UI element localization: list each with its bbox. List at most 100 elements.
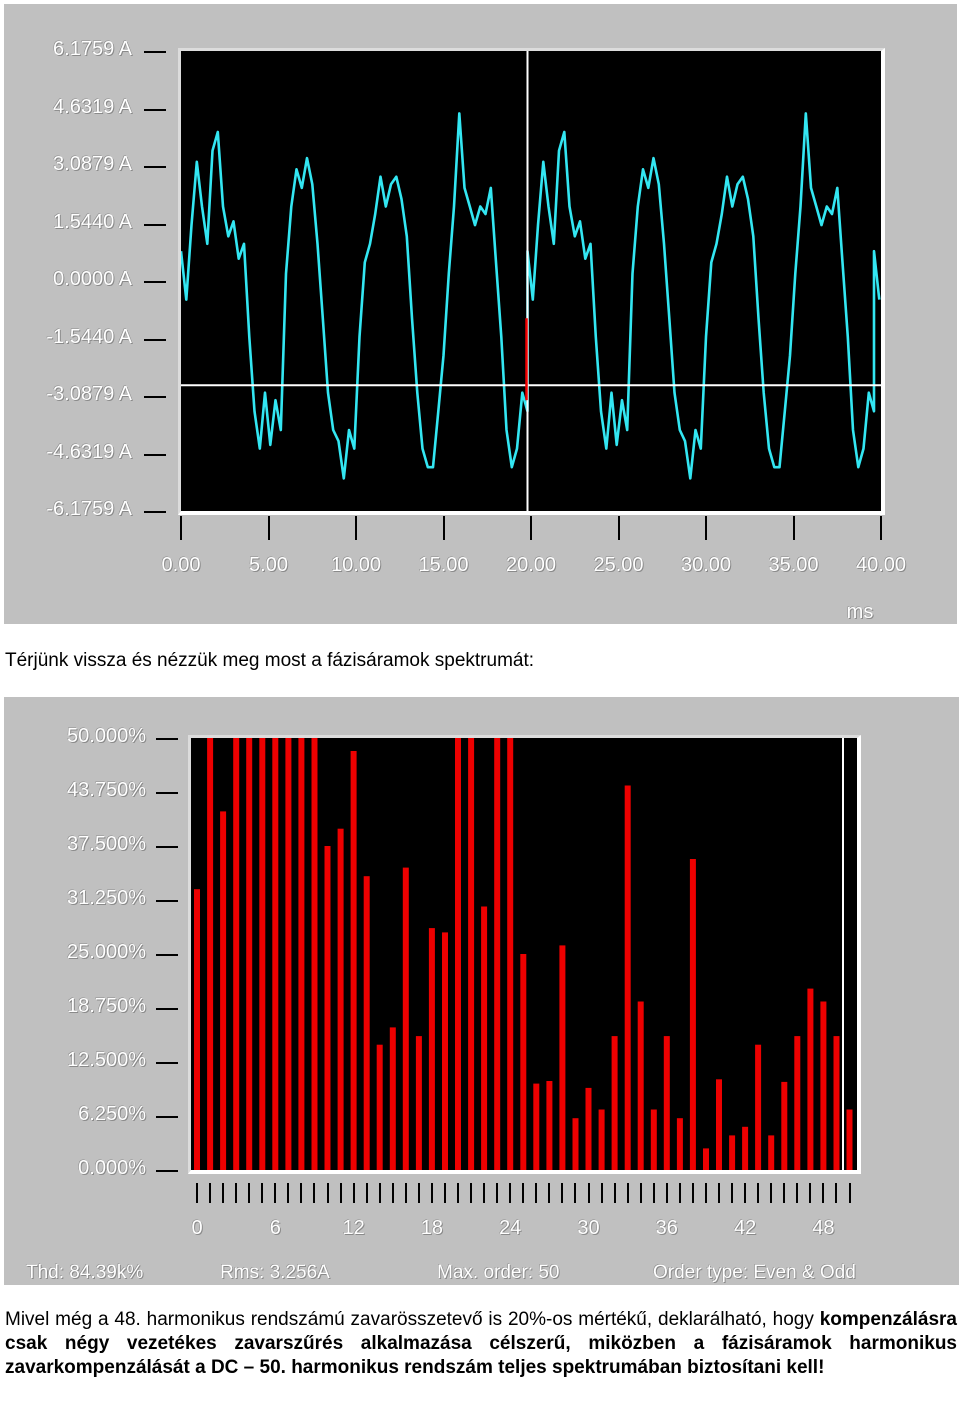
- spectrum-x-tick: [652, 1183, 655, 1203]
- spectrum-x-tick: [222, 1183, 225, 1203]
- spectrum-bar-26: [533, 1083, 540, 1170]
- spectrum-bar-14: [376, 1044, 383, 1170]
- spectrum-y-tick-label: 6.250%: [78, 1103, 146, 1125]
- spectrum-x-tick: [326, 1183, 329, 1203]
- spectrum-y-tick: [156, 846, 178, 848]
- spectrum-bar-48: [820, 1001, 827, 1170]
- spectrum-bar-18: [428, 928, 435, 1170]
- waveform-trace: [181, 112, 881, 480]
- spectrum-x-tick: [574, 1183, 577, 1203]
- spectrum-bar-27: [546, 1081, 553, 1170]
- spectrum-x-tick: [261, 1183, 264, 1203]
- spectrum-bar-39: [703, 1148, 709, 1170]
- spectrum-bar-0: [194, 889, 200, 1170]
- spectrum-bar-16: [402, 867, 409, 1170]
- spectrum-bar-1: [207, 738, 214, 1170]
- spectrum-bar-36: [663, 1036, 670, 1170]
- spectrum-bar-42: [742, 1126, 749, 1170]
- waveform-y-tick: [144, 166, 166, 168]
- spectrum-x-tick: [796, 1183, 799, 1203]
- spectrum-x-tick: [757, 1183, 760, 1203]
- paragraph-normal-text: Mivel még a 48. harmonikus rendszámú zav…: [5, 1309, 820, 1330]
- spectrum-bar-20: [455, 738, 461, 1170]
- waveform-y-tick: [144, 223, 166, 226]
- spectrum-x-tick: [404, 1183, 407, 1203]
- spectrum-y-tick-label: 50.000%: [67, 725, 146, 747]
- spectrum-bar-34: [637, 1001, 644, 1170]
- waveform-x-tick: [792, 516, 795, 540]
- spectrum-x-tick: [665, 1183, 668, 1203]
- spectrum-x-tick: [561, 1183, 564, 1203]
- spectrum-x-tick: [704, 1183, 707, 1203]
- spectrum-x-tick: [744, 1183, 747, 1203]
- spectrum-x-tick: [731, 1183, 734, 1203]
- spectrum-x-tick: [783, 1183, 786, 1203]
- spectrum-x-tick: [835, 1183, 838, 1203]
- spectrum-bar-24: [507, 738, 514, 1170]
- spectrum-bar-44: [768, 1135, 775, 1170]
- spectrum-bar-38: [689, 859, 696, 1170]
- spectrum-x-tick: [548, 1183, 551, 1203]
- waveform-x-tick-label: 35.00: [768, 554, 819, 576]
- spectrum-plot-area: [188, 735, 861, 1174]
- spectrum-x-tick: [718, 1183, 720, 1203]
- spectrum-bar-15: [389, 1027, 396, 1170]
- spectrum-bar-40: [716, 1079, 722, 1170]
- waveform-y-tick-label: -1.5440 A: [46, 325, 132, 348]
- waveform-y-tick: [144, 511, 166, 513]
- rms-readout: Rms: 3.256A: [220, 1262, 330, 1283]
- spectrum-chart-panel: 50.000% 43.750% 37.500% 31.250% 25.000% 18.75…: [4, 697, 959, 1285]
- spectrum-x-tick: [639, 1183, 642, 1203]
- spectrum-x-tick-label: 36: [655, 1217, 678, 1239]
- spectrum-x-tick: [300, 1183, 303, 1203]
- spectrum-y-tick-label: 0.000%: [78, 1157, 146, 1179]
- spectrum-y-tick: [156, 1008, 178, 1010]
- spectrum-bar-47: [807, 988, 814, 1170]
- spectrum-bar-32: [611, 1036, 618, 1170]
- spectrum-bar-21: [468, 738, 475, 1170]
- spectrum-bar-8: [298, 738, 305, 1170]
- spectrum-y-tick: [156, 1170, 178, 1172]
- waveform-y-tick-label: 4.6319 A: [53, 95, 132, 118]
- waveform-x-tick: [442, 516, 445, 540]
- spectrum-x-tick-label: 42: [733, 1217, 757, 1239]
- spectrum-x-tick: [483, 1183, 486, 1203]
- spectrum-bar-23: [494, 738, 501, 1170]
- spectrum-bar-5: [259, 738, 266, 1170]
- waveform-chart-panel: 6.1759 A 4.6319 A 3.0879 A 1.5440 A 0.0000 A…: [4, 4, 957, 624]
- spectrum-x-tick: [365, 1183, 368, 1203]
- spectrum-bar-33: [624, 785, 631, 1170]
- max-order-readout: Max. order: 50: [437, 1262, 560, 1283]
- spectrum-bar-10: [324, 846, 331, 1170]
- spectrum-x-tick: [248, 1183, 251, 1203]
- spectrum-y-tick: [156, 954, 178, 956]
- waveform-y-tick-label: 1.5440 A: [53, 210, 132, 233]
- spectrum-bar-29: [572, 1118, 579, 1170]
- spectrum-bar-4: [246, 738, 253, 1170]
- spectrum-bar-11: [337, 828, 344, 1170]
- spectrum-x-tick: [822, 1183, 825, 1203]
- spectrum-y-tick-label: 12.500%: [67, 1049, 146, 1071]
- spectrum-x-tick: [235, 1183, 238, 1203]
- spectrum-y-tick-label: 43.750%: [67, 779, 146, 801]
- spectrum-x-tick: [522, 1183, 525, 1203]
- waveform-y-tick-label: -6.1759 A: [46, 498, 132, 520]
- spectrum-x-tick: [535, 1183, 538, 1203]
- spectrum-x-tick: [313, 1183, 316, 1203]
- waveform-y-tick-label: 3.0879 A: [53, 153, 132, 175]
- spectrum-x-tick: [430, 1183, 433, 1203]
- spectrum-bar-50: [846, 1109, 853, 1170]
- spectrum-y-tick: [156, 1116, 178, 1118]
- waveform-y-tick-label: -4.6319 A: [46, 440, 132, 463]
- waveform-y-tick: [144, 453, 166, 456]
- spectrum-x-tick-label: 0: [191, 1217, 203, 1239]
- spectrum-x-tick: [274, 1183, 277, 1203]
- spectrum-y-tick-label: 31.250%: [67, 887, 146, 909]
- waveform-plot-area: [178, 48, 885, 515]
- spectrum-x-tick: [600, 1183, 603, 1203]
- spectrum-x-tick: [352, 1183, 355, 1203]
- waveform-x-tick: [180, 516, 182, 540]
- spectrum-x-tick: [613, 1183, 616, 1203]
- waveform-x-tick-label: 5.00: [249, 554, 288, 576]
- spectrum-bar-3: [233, 738, 240, 1170]
